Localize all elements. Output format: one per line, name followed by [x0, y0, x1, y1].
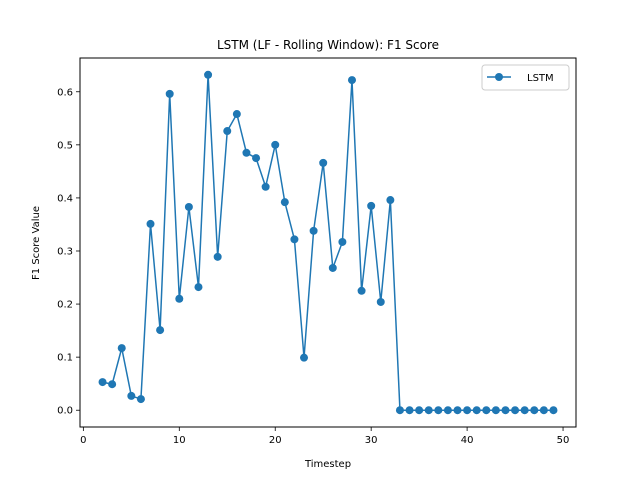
y-tick-label: 0.1: [57, 353, 73, 364]
data-point: [367, 201, 376, 210]
data-point: [491, 406, 500, 415]
y-tick-label: 0.0: [57, 406, 73, 417]
x-tick-label: 0: [80, 435, 86, 446]
data-point: [261, 182, 270, 191]
data-point: [136, 395, 145, 404]
data-point: [482, 406, 491, 415]
data-point: [204, 70, 213, 79]
y-tick-label: 0.4: [57, 193, 73, 204]
data-point: [338, 237, 347, 246]
data-point: [242, 148, 251, 157]
data-point: [472, 406, 481, 415]
x-tick-label: 30: [365, 435, 378, 446]
data-point: [156, 326, 165, 335]
x-tick-label: 50: [557, 435, 570, 446]
x-axis-label: Timestep: [304, 459, 351, 470]
data-point: [146, 219, 155, 228]
data-point: [376, 297, 385, 306]
data-point: [290, 235, 299, 244]
data-point: [319, 158, 328, 167]
data-point: [175, 294, 184, 303]
data-point: [415, 406, 424, 415]
data-point: [271, 140, 280, 149]
data-point: [530, 406, 539, 415]
legend-box: [481, 64, 570, 91]
legend: LSTM: [481, 64, 570, 91]
data-point: [232, 110, 241, 119]
data-point: [184, 202, 193, 211]
y-tick-label: 0.6: [57, 87, 73, 98]
y-axis-label: F1 Score Value: [31, 206, 42, 280]
x-tick-label: 10: [173, 435, 186, 446]
data-point: [223, 127, 232, 136]
data-point: [539, 406, 548, 415]
data-point: [213, 252, 222, 261]
data-point: [300, 353, 309, 362]
data-point: [108, 380, 117, 389]
data-point: [520, 406, 529, 415]
data-point: [501, 406, 510, 415]
data-point: [443, 406, 452, 415]
data-point: [453, 406, 462, 415]
data-point: [549, 406, 558, 415]
data-point: [280, 198, 289, 207]
data-point: [424, 406, 433, 415]
plot-area-frame: [79, 57, 577, 428]
data-point: [117, 344, 126, 353]
series-layer: [98, 70, 558, 415]
y-tick-label: 0.3: [57, 246, 73, 257]
data-point: [309, 226, 318, 235]
legend-label: LSTM: [527, 73, 554, 84]
y-tick-label: 0.5: [57, 140, 73, 151]
y-tick-label: 0.2: [57, 300, 73, 311]
data-point: [463, 406, 472, 415]
legend-marker-swatch: [495, 73, 503, 81]
chart-title: LSTM (LF - Rolling Window): F1 Score: [217, 38, 439, 52]
x-tick-label: 20: [269, 435, 282, 446]
data-point: [434, 406, 443, 415]
data-point: [127, 391, 136, 400]
data-point: [511, 406, 520, 415]
data-point: [386, 196, 395, 205]
x-tick-label: 40: [461, 435, 474, 446]
data-point: [395, 406, 404, 415]
data-point: [347, 76, 356, 85]
data-point: [405, 406, 414, 415]
data-point: [98, 378, 107, 387]
data-point: [357, 286, 366, 295]
data-point: [328, 263, 337, 272]
data-point: [194, 283, 203, 292]
data-point: [252, 154, 261, 163]
ticks-layer: 0 10 20 30 40 50 0.0 0.1 0.2 0.3 0.4 0.5 0.6: [57, 87, 569, 446]
data-point: [165, 89, 174, 98]
